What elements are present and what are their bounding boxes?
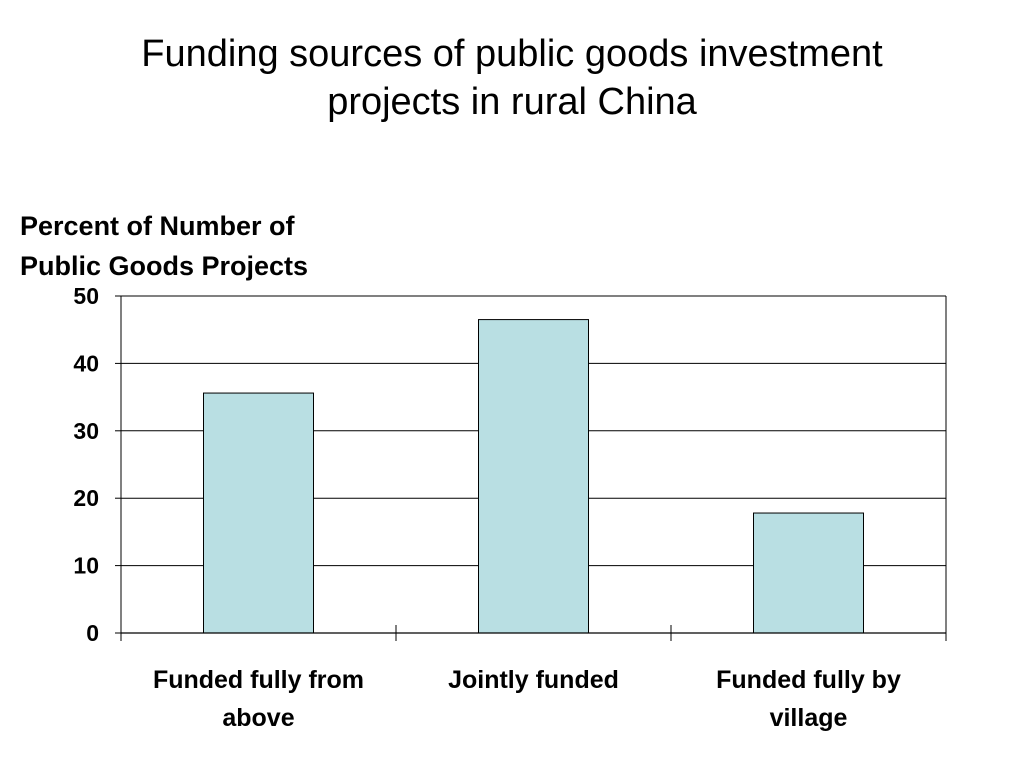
y-axis-label: Percent of Number of Public Goods Projec… [20,206,308,286]
x-category-label: above [222,704,294,732]
y-tick-label: 10 [73,553,99,579]
y-tick-label: 20 [73,485,99,511]
y-tick-label: 50 [73,283,99,309]
y-axis-label-line-1: Percent of Number of [20,211,295,241]
y-tick-label: 0 [86,620,99,646]
bar [203,392,314,634]
y-axis-label-line-2: Public Goods Projects [20,251,309,281]
x-category-label: Funded fully from [153,666,364,694]
y-tick-label: 30 [73,418,99,444]
x-category-label: Funded fully by [716,666,901,694]
bar [478,319,589,634]
x-category-label: village [770,704,848,732]
slide-title: Funding sources of public goods investme… [0,30,1024,126]
slide-title-line-1: Funding sources of public goods investme… [141,33,883,75]
x-category-label: Jointly funded [448,666,619,694]
bar [753,512,864,634]
y-tick-label: 40 [73,350,99,376]
slide-title-line-2: projects in rural China [327,81,697,123]
